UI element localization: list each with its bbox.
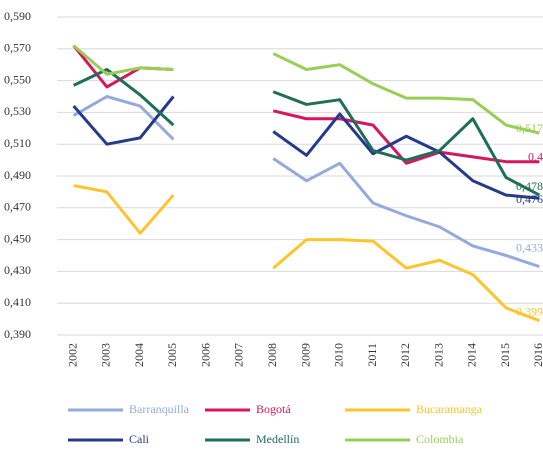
y-tick-label: 0,410 [4,295,31,309]
series-line [72,95,540,200]
series-line [73,184,540,323]
value-label: 0,399 [516,304,543,318]
legend-label: Colombia [416,432,464,446]
value-label: 0,517 [516,121,543,135]
value-label: 0,433 [516,240,543,254]
x-tick-label: 2011 [365,343,379,367]
y-tick-label: 0,450 [4,231,31,245]
x-tick-label: 2003 [99,343,113,367]
y-tick-label: 0,590 [4,9,31,23]
legend-label: Bucaramanga [416,402,483,416]
x-tick-label: 2007 [232,343,246,367]
legend-label: Bogotá [256,402,291,416]
value-label: 0,478 [516,179,543,193]
x-tick-label: 2016 [531,343,543,367]
series-line [72,95,540,269]
x-tick-label: 2014 [465,343,479,367]
legend-label: Cali [129,432,150,446]
y-tick-label: 0,430 [4,263,31,277]
y-tick-label: 0,510 [4,136,31,150]
x-tick-label: 2005 [165,343,179,367]
value-label: 0,476 [516,192,543,206]
y-tick-label: 0,390 [4,327,31,341]
y-tick-label: 0,550 [4,72,31,86]
legend-label: Medellín [256,432,299,446]
y-tick-label: 0,470 [4,200,31,214]
y-tick-label: 0,530 [4,104,31,118]
value-label: 0,4 [528,149,543,163]
series-line [72,67,541,197]
x-tick-label: 2012 [398,343,412,367]
x-tick-label: 2008 [265,343,279,367]
x-tick-label: 2006 [198,343,212,367]
x-tick-label: 2009 [298,343,312,367]
x-tick-label: 2004 [132,343,146,367]
x-tick-label: 2013 [431,343,445,367]
series-line [72,44,540,135]
x-tick-label: 2002 [65,343,79,367]
y-tick-label: 0,570 [4,41,31,55]
y-tick-label: 0,490 [4,168,31,182]
x-tick-label: 2015 [498,343,512,367]
legend-label: Barranquilla [129,402,190,416]
x-tick-label: 2010 [332,343,346,367]
